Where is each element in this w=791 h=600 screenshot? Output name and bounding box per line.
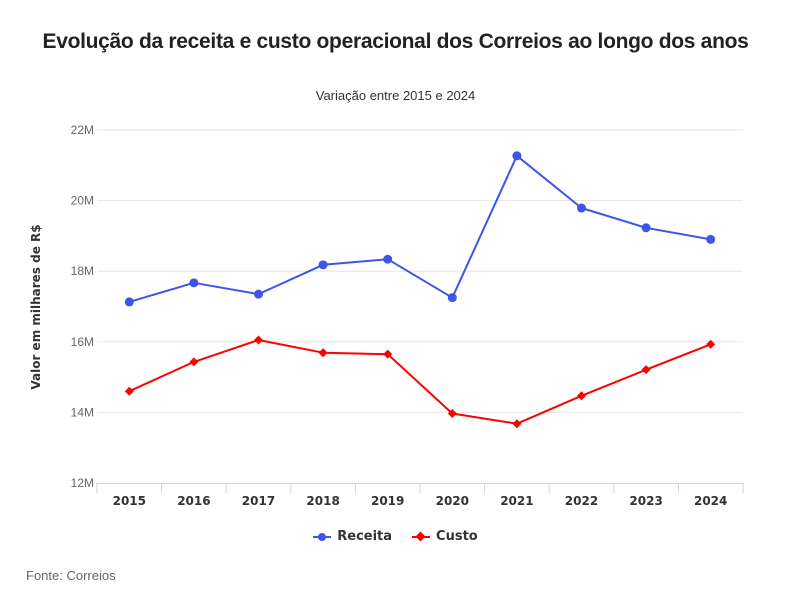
y-tick-label: 16M [71,335,94,349]
data-point[interactable] [641,223,651,233]
x-tick-label: 2015 [113,494,146,508]
data-point[interactable] [124,297,134,307]
x-tick-label: 2019 [371,494,404,508]
data-point[interactable] [189,278,199,288]
legend-label: Receita [337,529,393,544]
series-line [128,339,712,425]
data-point[interactable] [447,293,457,303]
data-point[interactable] [512,419,522,429]
gridlines [97,129,743,413]
data-point[interactable] [641,365,651,375]
x-tick-label: 2016 [177,494,210,508]
series-line [129,154,711,303]
x-axis: 2015 2016 2017 2018 2019 2020 2021 2022 2023 2024 [96,483,744,508]
series-group [124,151,716,429]
x-tick-label: 2020 [436,494,469,508]
data-point[interactable] [447,408,457,418]
x-tick-label: 2024 [694,494,727,508]
series-receita [124,151,716,307]
x-tick-label: 2017 [242,494,275,508]
data-point[interactable] [254,289,263,299]
x-tick-label: 2023 [629,494,662,508]
legend-label: Custo [436,529,478,544]
x-tick-label: 2022 [565,494,598,508]
x-tick-label: 2018 [306,494,339,508]
data-point[interactable] [383,349,393,359]
chart-subtitle: Variação entre 2015 e 2024 [315,88,476,103]
y-axis-ticks: 12M 14M 16M 18M 20M 22M [71,123,94,490]
data-point[interactable] [706,339,716,349]
y-axis-title: Valor em milhares de R$ [29,224,43,389]
y-tick-label: 18M [71,264,94,278]
chart-title: Evolução da receita e custo operacional … [42,30,749,53]
y-tick-label: 14M [71,405,94,419]
data-point[interactable] [189,357,199,367]
series-custo [124,335,716,429]
x-tick-label: 2021 [500,494,533,508]
data-point[interactable] [254,335,263,345]
data-point[interactable] [124,386,134,396]
y-tick-label: 12M [71,476,94,490]
data-point[interactable] [318,348,328,358]
y-tick-label: 22M [71,123,94,137]
legend-item-custo[interactable]: Custo [412,529,478,544]
data-point[interactable] [318,260,328,270]
circle-marker-icon [313,530,332,544]
source-note: Fonte: Correios [26,568,116,583]
legend: Receita Custo [0,529,791,544]
y-tick-label: 20M [71,194,94,208]
data-point[interactable] [577,391,586,401]
legend-item-receita[interactable]: Receita [313,529,392,544]
data-point[interactable] [706,234,716,244]
data-point[interactable] [383,254,393,264]
data-point[interactable] [512,151,522,161]
data-point[interactable] [577,203,586,213]
diamond-marker-icon [412,530,431,544]
